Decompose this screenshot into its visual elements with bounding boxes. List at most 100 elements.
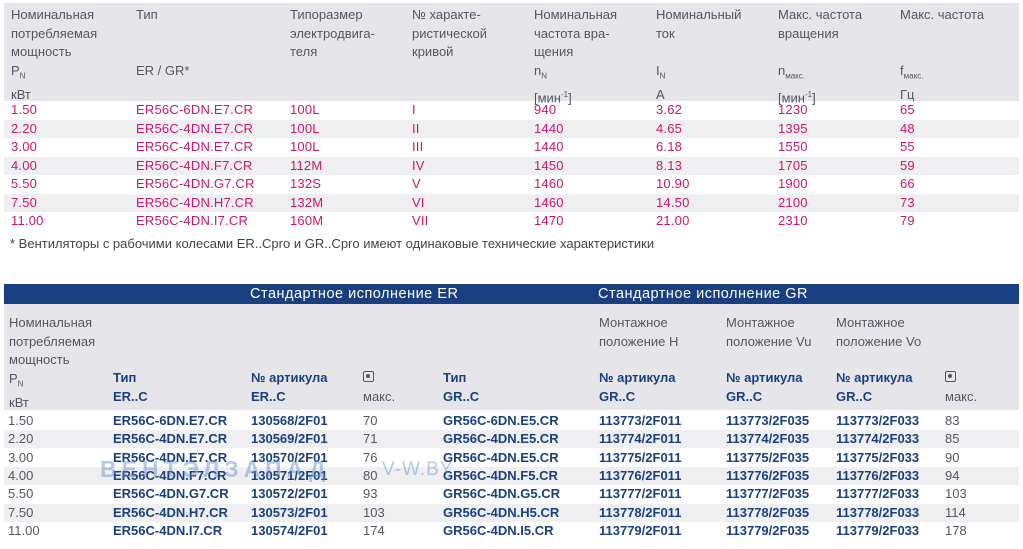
cell-power: 4.00 <box>8 467 34 483</box>
cell-article-er: 130570/2F01 <box>251 449 328 465</box>
cell-motor-size: 160M <box>290 213 324 228</box>
weight-icon <box>945 371 956 382</box>
cell-max-frequency: 66 <box>900 176 915 191</box>
cell-article-gr-vo: 113776/2F033 <box>836 467 920 483</box>
table-row: 1.50 ER56C-6DN.E7.CR 100L I 940 3.62 1230 65 <box>4 101 1019 119</box>
table-row: 11.00 ER56C-4DN.I7.CR 130574/2F01 174 GR56C-… <box>4 522 1019 540</box>
cell-article-gr-vu: 113775/2F035 <box>726 449 810 465</box>
cell-mass-gr: 90 <box>945 449 960 465</box>
cell-max-speed: 1900 <box>778 176 808 191</box>
cell-type-er: ER56C-4DN.E7.CR <box>113 431 228 447</box>
cell-mass-er: 71 <box>363 431 378 447</box>
cell-type-gr: GR56C-4DN.I5.CR <box>443 522 554 538</box>
cell-article-gr-h: 113778/2F011 <box>599 504 682 520</box>
watermark-brand: ВЕНТЭЛЗАПАД <box>100 456 331 482</box>
cell-mass-er: 103 <box>363 504 385 520</box>
bottom-header-article-er: № артикула ER..C <box>251 370 328 404</box>
cell-mass-er: 70 <box>363 413 378 428</box>
cell-power: 2.20 <box>11 120 38 136</box>
cell-power: 7.50 <box>11 194 38 210</box>
cell-motor-size: 132M <box>290 194 324 210</box>
cell-article-gr-vu: 113773/2F035 <box>726 413 810 428</box>
cell-power: 3.00 <box>11 139 38 154</box>
cell-motor-size: 100L <box>290 102 320 117</box>
cell-type: ER56C-4DN.E7.CR <box>136 120 254 136</box>
cell-article-gr-vo: 113778/2F033 <box>836 504 920 520</box>
table-row: 5.50 ER56C-4DN.G7.CR 132S V 1460 10.90 1900 66 <box>4 175 1019 193</box>
cell-type: ER56C-4DN.E7.CR <box>136 139 254 154</box>
cell-max-speed: 1230 <box>778 102 808 117</box>
table-row: 4.00 ER56C-4DN.F7.CR 112M IV 1450 8.13 1705 59 <box>4 156 1019 175</box>
cell-mass-er: 80 <box>363 467 378 483</box>
cell-rated-speed: 1460 <box>534 194 564 210</box>
cell-curve: V <box>412 176 421 191</box>
cell-max-frequency: 48 <box>900 120 915 136</box>
cell-rated-current: 8.13 <box>656 157 683 173</box>
weight-icon <box>363 371 374 382</box>
cell-max-frequency: 59 <box>900 157 915 173</box>
cell-type: ER56C-4DN.G7.CR <box>136 176 255 191</box>
section-header-bar: Стандартное исполнение ER Стандартное ис… <box>4 284 1019 304</box>
cell-article-er: 130571/2F01 <box>251 467 328 483</box>
cell-mass-gr: 178 <box>945 522 967 538</box>
cell-type-gr: GR56C-4DN.E5.CR <box>443 449 559 465</box>
cell-curve: I <box>412 102 416 117</box>
cell-article-gr-vu: 113779/2F035 <box>726 522 810 538</box>
cell-article-gr-h: 113776/2F011 <box>599 467 682 483</box>
cell-article-gr-vo: 113774/2F033 <box>836 431 920 447</box>
bottom-header-power: Номинальная потребляемая мощность PN кВт <box>9 315 96 410</box>
table-row: 7.50 ER56C-4DN.H7.CR 130573/2F01 103 GR56C-4… <box>4 503 1019 522</box>
cell-article-gr-h: 113779/2F011 <box>599 522 682 538</box>
bottom-header-article-gr-h: № артикула GR..C <box>599 370 676 404</box>
cell-max-speed: 1550 <box>778 139 808 154</box>
bottom-header-mount-h: Монтажное положение H <box>599 315 679 349</box>
table-row: 2.20 ER56C-4DN.E7.CR 130569/2F01 71 GR56C-4D… <box>4 430 1019 449</box>
cell-rated-current: 6.18 <box>656 139 683 154</box>
cell-curve: IV <box>412 157 425 173</box>
cell-article-er: 130572/2F01 <box>251 486 328 502</box>
cell-type-er: ER56C-4DN.F7.CR <box>113 467 227 483</box>
table-row: 4.00 ER56C-4DN.F7.CR 130571/2F01 80 GR56C-4D… <box>4 466 1019 485</box>
cell-type-gr: GR56C-6DN.E5.CR <box>443 413 559 428</box>
table-row: 2.20 ER56C-4DN.E7.CR 100L II 1440 4.65 1395 48 <box>4 119 1019 138</box>
cell-article-er: 130573/2F01 <box>251 504 328 520</box>
cell-motor-size: 100L <box>290 139 320 154</box>
cell-rated-speed: 1440 <box>534 139 564 154</box>
cell-article-gr-vu: 113777/2F035 <box>726 486 810 502</box>
cell-motor-size: 112M <box>290 157 323 173</box>
top-table-header <box>4 3 1019 101</box>
cell-power: 7.50 <box>8 504 34 520</box>
bottom-header-mount-vo: Монтажное положение Vo <box>836 315 922 349</box>
cell-mass-gr: 94 <box>945 467 960 483</box>
cell-article-gr-vo: 113777/2F033 <box>836 486 920 502</box>
cell-rated-current: 3.62 <box>656 102 683 117</box>
header-power: Номинальная потребляемая мощность PN кВт <box>11 7 98 102</box>
cell-type: ER56C-4DN.F7.CR <box>136 157 253 173</box>
bottom-header-mount-vu: Монтажное положение Vu <box>726 315 812 349</box>
table-row: 3.00 ER56C-4DN.E7.CR 100L III 1440 6.18 1550 55 <box>4 138 1019 156</box>
cell-article-gr-vu: 113776/2F035 <box>726 467 810 483</box>
cell-curve: VII <box>412 213 429 228</box>
cell-rated-speed: 940 <box>534 102 557 117</box>
cell-power: 3.00 <box>8 449 34 465</box>
cell-power: 4.00 <box>11 157 38 173</box>
cell-rated-current: 4.65 <box>656 120 683 136</box>
cell-curve: III <box>412 139 424 154</box>
cell-rated-speed: 1470 <box>534 213 564 228</box>
cell-article-gr-h: 113777/2F011 <box>599 486 682 502</box>
header-max-frequency: Макс. частота fмакс. Гц <box>900 7 985 102</box>
cell-type: ER56C-4DN.I7.CR <box>136 213 249 228</box>
bottom-header-article-gr-vo: № артикула GR..C <box>836 370 913 404</box>
cell-type-er: ER56C-6DN.E7.CR <box>113 413 228 428</box>
cell-rated-current: 10.90 <box>656 176 690 191</box>
header-max-speed: Макс. частота вращения nмакс. [мин-1] <box>778 7 863 105</box>
cell-power: 1.50 <box>11 102 38 117</box>
cell-curve: II <box>412 120 420 136</box>
section-er-title: Стандартное исполнение ER <box>250 286 459 302</box>
cell-max-frequency: 73 <box>900 194 915 210</box>
cell-article-er: 130569/2F01 <box>251 431 328 447</box>
cell-max-frequency: 79 <box>900 213 915 228</box>
cell-power: 2.20 <box>8 431 34 447</box>
bottom-header-mass-gr: макс. <box>945 369 977 406</box>
cell-type-er: ER56C-4DN.E7.CR <box>113 449 228 465</box>
